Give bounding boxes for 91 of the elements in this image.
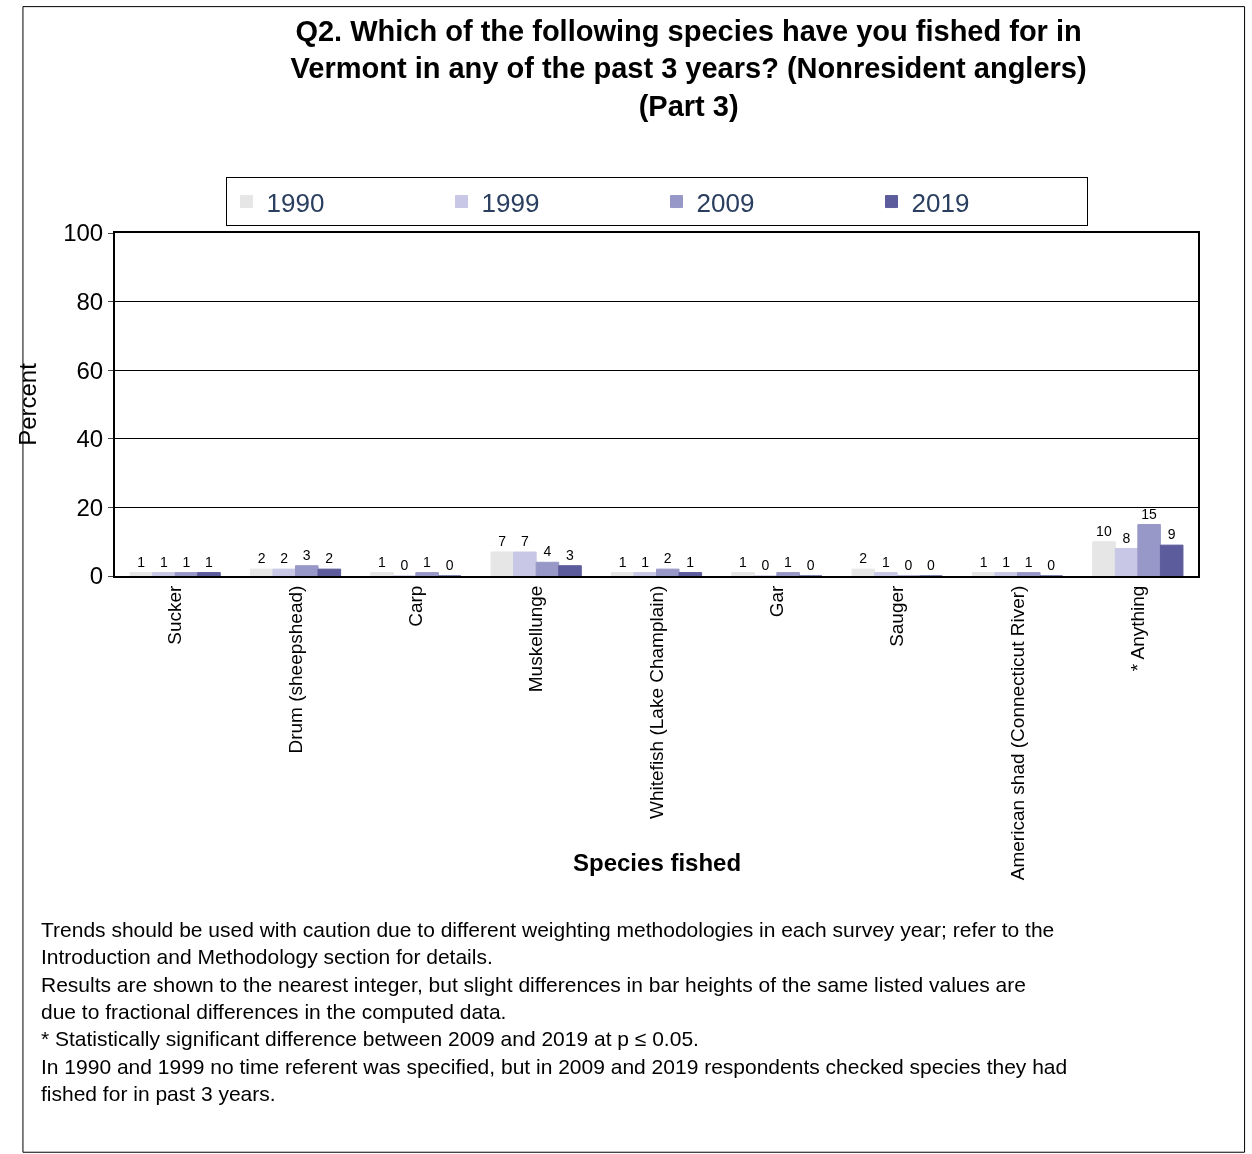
text: * Statistically significant difference between 2009 and 2019 at p ≤ 0.05. xyxy=(41,1027,699,1051)
bar xyxy=(874,572,898,576)
bar xyxy=(633,572,657,576)
bar xyxy=(249,568,274,576)
y-tick-label: 0 xyxy=(89,562,104,590)
data-label: 0 xyxy=(927,557,936,573)
data-label: 0 xyxy=(806,557,815,573)
y-tick-label: 40 xyxy=(76,425,104,453)
bar xyxy=(490,551,515,576)
data-label: 15 xyxy=(1141,505,1158,522)
text: In 1990 and 1999 no time referent was specified, but in 2009 and 2019 respondents checked species they had fished for in past 3 years. xyxy=(41,1054,1068,1105)
bar xyxy=(731,572,755,576)
data-label: 8 xyxy=(1122,529,1131,546)
data-label: 1 xyxy=(641,553,650,570)
data-label: 1 xyxy=(738,553,747,570)
data-label: 3 xyxy=(302,546,311,563)
legend-label: 1999 xyxy=(481,187,540,218)
legend-label: 1990 xyxy=(266,187,325,218)
y-tick-label: 80 xyxy=(76,288,104,315)
data-label: 0 xyxy=(1047,557,1056,573)
bar xyxy=(1137,524,1161,576)
chart-title: Q2. Which of the following species have you fished for in Vermont in any of the past 3 years? (Nonresident anglers) (Part 3) xyxy=(290,14,1087,122)
data-label: 0 xyxy=(400,557,409,573)
data-label: 3 xyxy=(566,546,575,563)
data-label: 0 xyxy=(904,557,913,573)
bar xyxy=(174,572,199,576)
y-tick-label: 100 xyxy=(63,219,104,247)
data-label: 1 xyxy=(182,553,191,570)
bar xyxy=(610,572,635,576)
bar xyxy=(415,572,439,576)
data-label: 2 xyxy=(663,550,672,567)
data-label: 1 xyxy=(618,553,627,570)
bar xyxy=(272,568,296,576)
data-label: 7 xyxy=(498,532,507,549)
y-tick-label: 60 xyxy=(76,356,104,384)
data-label: 2 xyxy=(325,550,334,567)
bar xyxy=(295,565,319,576)
bar xyxy=(558,565,582,576)
data-label: 1 xyxy=(784,553,793,570)
legend-label: 2019 xyxy=(911,187,970,218)
data-label: 2 xyxy=(280,550,289,567)
bar xyxy=(1092,541,1116,576)
data-label: 2 xyxy=(257,550,266,567)
data-label: 10 xyxy=(1096,522,1112,539)
x-tick-label: Gar xyxy=(766,584,788,618)
x-tick-label: Carp xyxy=(405,585,426,627)
bar xyxy=(370,572,394,576)
text: Trends should be used with caution due to different weighting methodologies in each survey year; refer to the Introduction and Methodology section for details. xyxy=(41,918,1055,969)
data-label: 2 xyxy=(859,550,868,567)
x-tick-label: * Anything xyxy=(1127,585,1149,672)
data-label: 7 xyxy=(520,532,529,549)
data-label: 1 xyxy=(686,553,695,570)
data-label: 1 xyxy=(1024,553,1033,570)
data-label: 1 xyxy=(881,553,890,570)
bar xyxy=(776,572,800,576)
data-label: 0 xyxy=(445,557,454,573)
legend-label: 2009 xyxy=(696,187,755,218)
bar xyxy=(513,551,537,576)
bar xyxy=(535,561,560,576)
bar xyxy=(129,572,154,576)
data-label: 0 xyxy=(761,557,770,573)
text: Results are shown to the nearest integer, but slight differences in bar heights of the same listed values are due to fractional differences in the computed data. xyxy=(41,972,1026,1023)
data-label: 9 xyxy=(1167,526,1176,543)
bar xyxy=(152,572,176,576)
bar xyxy=(994,572,1018,576)
bar xyxy=(1017,572,1041,576)
data-label: 1 xyxy=(159,553,168,570)
x-tick-label: Sucker xyxy=(164,584,186,645)
data-label: 1 xyxy=(137,553,146,570)
y-axis-title: Percent xyxy=(13,362,41,446)
data-label: 1 xyxy=(979,553,988,570)
x-tick-label: Sauger xyxy=(886,584,908,647)
bar xyxy=(1159,544,1184,576)
data-label: 1 xyxy=(377,553,386,570)
data-label: 1 xyxy=(1002,553,1011,570)
bar xyxy=(317,568,342,576)
x-tick-label: Drum (sheepshead) xyxy=(284,585,306,754)
bar xyxy=(678,572,703,576)
data-label: 1 xyxy=(423,553,432,570)
bar xyxy=(851,568,876,576)
x-axis-title: Species fished xyxy=(573,849,742,876)
x-tick-label: Muskellunge xyxy=(525,585,547,693)
data-label: 4 xyxy=(543,543,552,560)
bar xyxy=(971,572,996,576)
bar xyxy=(1114,548,1139,576)
data-label: 1 xyxy=(205,553,214,570)
bar xyxy=(197,572,221,576)
x-tick-label: Whitefish (Lake Champlain) xyxy=(645,585,667,819)
bar xyxy=(656,568,680,576)
x-tick-label: American shad (Connecticut River) xyxy=(1006,585,1028,881)
y-tick-label: 20 xyxy=(76,493,104,521)
